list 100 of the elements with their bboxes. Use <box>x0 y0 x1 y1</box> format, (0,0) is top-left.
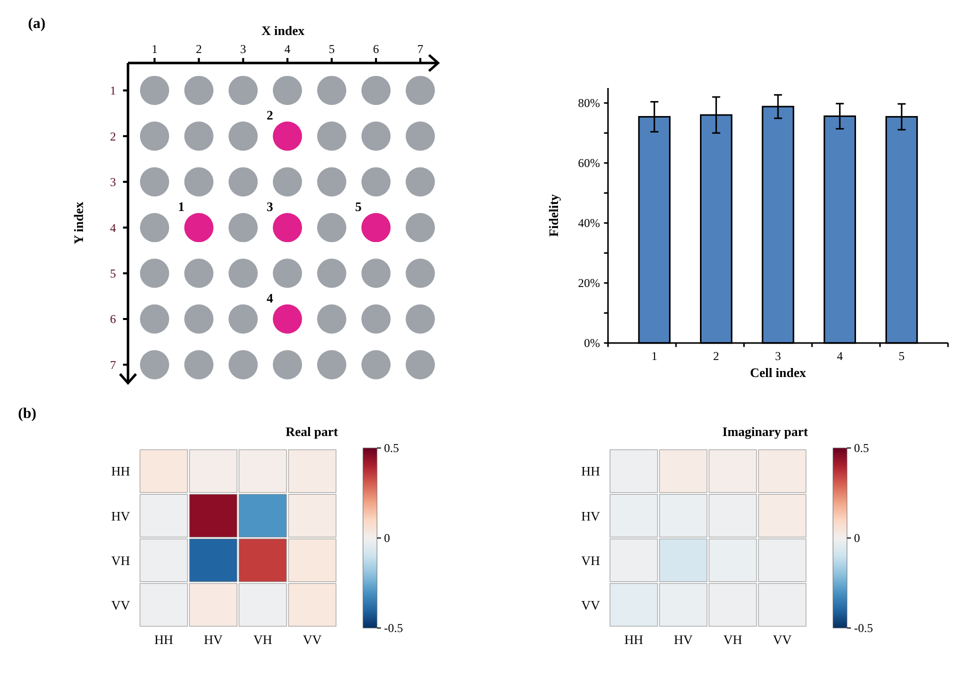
x-tick-label: 1 <box>651 349 658 363</box>
y-axis-title: Fidelity <box>546 194 561 237</box>
color-bar-label: -0.5 <box>384 621 403 636</box>
y-tick-label: VV <box>111 597 131 612</box>
point <box>140 304 170 334</box>
point <box>184 258 214 288</box>
point <box>272 76 302 106</box>
point <box>184 350 214 380</box>
annotation: 5 <box>355 198 362 214</box>
point <box>184 304 214 334</box>
point <box>406 167 435 196</box>
point <box>228 350 258 380</box>
point <box>228 212 258 242</box>
x-tick-label: 4 <box>284 42 290 56</box>
x-tick-label: VH <box>723 632 742 647</box>
chart-title: Imaginary part <box>722 424 809 439</box>
point <box>317 76 346 106</box>
point <box>406 304 435 334</box>
y-tick-label: VH <box>581 552 600 568</box>
text: (a) <box>28 16 46 32</box>
point <box>406 212 435 242</box>
y-tick-label: VV <box>581 597 601 612</box>
y-tick-label: 6 <box>110 312 116 326</box>
point <box>317 350 346 380</box>
x-tick-label: 3 <box>775 349 781 363</box>
x-tick-label: 2 <box>196 42 202 56</box>
x-tick-label: VH <box>253 632 272 647</box>
point <box>228 304 258 334</box>
y-tick-label: 3 <box>110 175 116 190</box>
annotation: 1 <box>178 198 184 214</box>
point <box>317 258 346 288</box>
point <box>272 350 302 380</box>
y-tick-label: 0% <box>584 336 600 350</box>
x-tick-label: 6 <box>373 42 379 56</box>
point <box>361 76 391 106</box>
x-tick-label: 5 <box>898 349 905 363</box>
point <box>406 350 435 380</box>
point <box>228 167 258 196</box>
color-bar-label: 0 <box>854 531 860 546</box>
y-tick-label: HH <box>581 464 600 479</box>
y-tick-label: HV <box>111 508 131 524</box>
point <box>228 258 258 288</box>
point <box>272 122 302 151</box>
color-bar-label: -0.5 <box>854 621 873 636</box>
point <box>361 258 391 288</box>
point <box>184 212 214 242</box>
y-tick-label: 40% <box>578 216 600 230</box>
x-tick-label: VV <box>772 632 792 647</box>
point <box>317 212 346 242</box>
color-bar-label: 0 <box>384 531 390 546</box>
annotation: 3 <box>266 198 274 214</box>
point <box>406 258 435 288</box>
x-tick-label: HH <box>154 632 174 647</box>
color-bar-label: 0.5 <box>384 441 399 456</box>
x-tick-label: 5 <box>328 42 335 56</box>
point <box>406 122 435 151</box>
point <box>361 212 391 242</box>
point <box>361 350 391 380</box>
y-tick-label: 20% <box>578 276 600 290</box>
point <box>317 304 346 334</box>
annotation: 2 <box>266 108 274 123</box>
x-tick-label: 1 <box>152 42 158 56</box>
y-tick-label: 60% <box>578 156 600 170</box>
chart-title: Real part <box>286 424 339 439</box>
point <box>140 350 170 380</box>
point <box>361 304 391 334</box>
x-axis-title: Cell index <box>750 365 806 380</box>
x-tick-label: 7 <box>417 42 424 56</box>
point <box>272 212 302 242</box>
y-tick-label: 1 <box>110 84 116 98</box>
y-tick-label: 5 <box>110 266 116 280</box>
y-tick-label: 4 <box>110 220 116 235</box>
x-axis-title: X index <box>262 23 305 38</box>
x-tick-label: HV <box>674 632 694 647</box>
point <box>184 122 214 151</box>
x-tick-label: HV <box>204 632 224 647</box>
y-tick-label: 80% <box>578 96 600 110</box>
point <box>140 167 170 196</box>
text: (b) <box>18 406 36 422</box>
point <box>140 258 170 288</box>
point <box>140 76 170 106</box>
x-tick-label: 3 <box>240 42 246 56</box>
point <box>272 304 302 334</box>
point <box>361 167 391 196</box>
point <box>317 167 346 196</box>
x-tick-label: HH <box>624 632 644 647</box>
point <box>184 76 214 106</box>
point <box>406 76 435 106</box>
annotation: 4 <box>266 290 274 306</box>
x-tick-label: 2 <box>713 349 720 363</box>
y-tick-label: VH <box>111 552 130 568</box>
x-tick-label: VV <box>302 632 322 647</box>
y-tick-label: HH <box>111 464 130 479</box>
point <box>272 258 302 288</box>
point <box>317 122 346 151</box>
point <box>272 167 302 196</box>
point <box>228 76 258 106</box>
y-tick-label: 2 <box>110 129 116 144</box>
y-tick-label: HV <box>581 508 601 524</box>
y-axis-title: Y index <box>71 201 86 244</box>
